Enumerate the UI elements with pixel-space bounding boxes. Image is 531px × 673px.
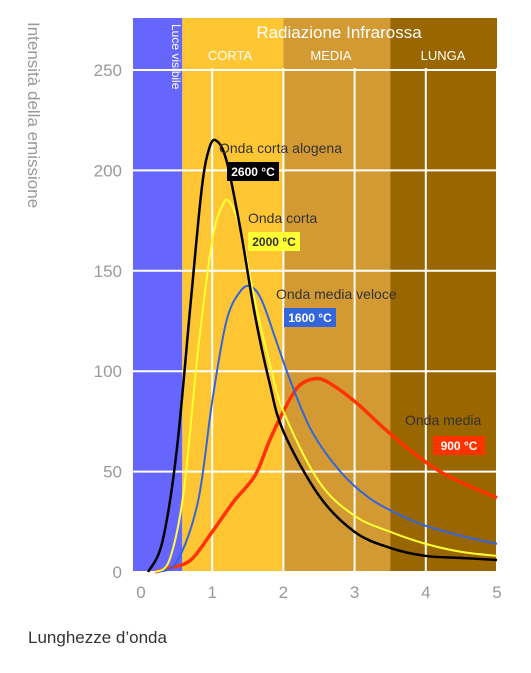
series-temp-badge-onda-media [433,436,485,455]
series-label-onda-corta-alogena: Onda corta alogena [219,140,342,156]
x-tick-label: 5 [492,583,501,602]
series-label-onda-corta: Onda corta [248,210,317,226]
x-tick-label: 0 [136,583,145,602]
y-tick-label: 150 [94,262,122,281]
y-tick-label: 200 [94,161,122,180]
band-media [283,18,391,572]
band-lunga [390,18,497,572]
series-temp-label-onda-corta: 2000 °C [252,235,296,249]
band-label-media: MEDIA [310,48,352,63]
y-tick-label: 0 [113,563,122,582]
x-axis-label: Lunghezze d’onda [28,628,167,647]
series-temp-label-onda-corta-alogena: 2600 °C [231,165,275,179]
series-temp-badge-onda-corta-alogena [227,162,279,181]
band-label-lunga: LUNGA [421,48,466,63]
band-label-corta: CORTA [208,48,253,63]
x-tick-label: 4 [421,583,430,602]
series-temp-badge-onda-corta [248,232,300,251]
series-temp-label-onda-media: 900 °C [441,439,478,453]
band-corta [182,18,284,572]
x-tick-label: 3 [350,583,359,602]
series-label-onda-media-veloce: Onda media veloce [276,286,397,302]
y-tick-label: 50 [103,463,122,482]
series-line-onda-media [154,376,498,574]
series-temp-badge-onda-media-veloce [284,308,336,327]
band-group-title: Radiazione Infrarossa [256,23,422,42]
band-label-luce-visibile: Luce visibile [169,24,183,90]
series-temp-label-onda-media-veloce: 1600 °C [288,311,332,325]
band-luce-visibile [133,18,183,572]
series-label-onda-media: Onda media [405,412,481,428]
series-line-onda-media-veloce [154,284,498,573]
series-line-onda-corta-alogena [146,138,498,573]
series-line-onda-corta [154,198,498,573]
x-tick-label: 2 [279,583,288,602]
y-tick-label: 250 [94,61,122,80]
y-axis-label: Intensità della emissione [24,22,43,208]
y-tick-label: 100 [94,362,122,381]
x-tick-label: 1 [207,583,216,602]
